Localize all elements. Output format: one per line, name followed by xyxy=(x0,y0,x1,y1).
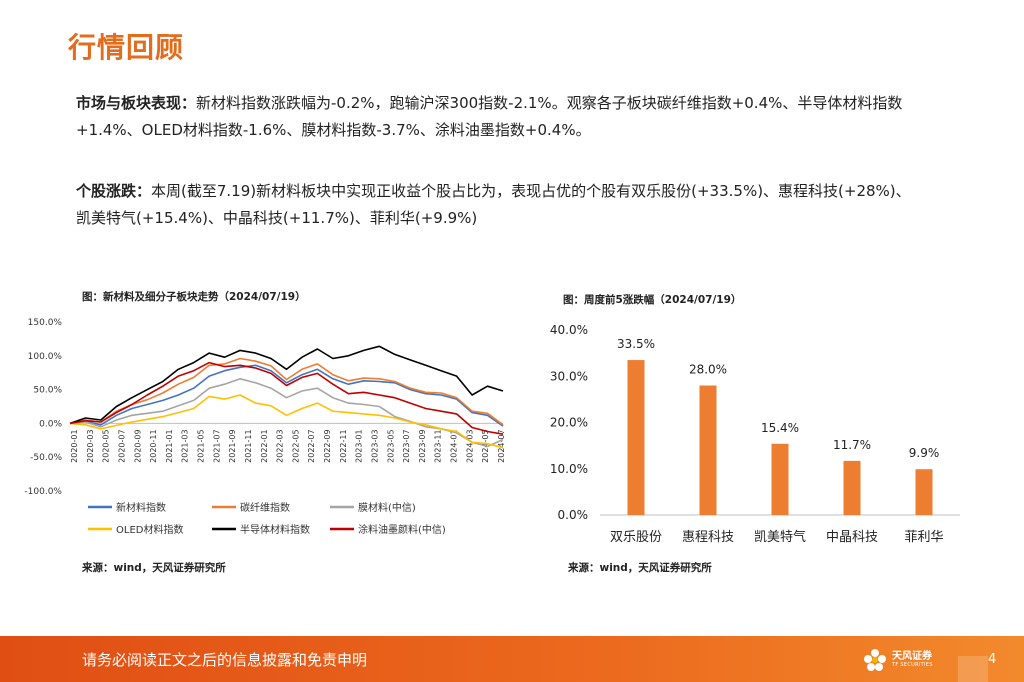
company-logo: 天风证券 TF SECURITIES xyxy=(862,645,942,675)
footer-bar: 请务必阅读正文之后的信息披露和免责申明 天风证券 TF SECURITIES 4 xyxy=(0,636,1024,682)
series-line-2 xyxy=(69,378,504,448)
x-tick-label: 2021-03 xyxy=(181,429,190,462)
x-tick-label: 2020-09 xyxy=(133,429,142,462)
right-chart-source: 来源：wind，天风证券研究所 xyxy=(568,562,712,574)
footer-decoration xyxy=(958,656,988,682)
legend-label-2: 膜材料(中信) xyxy=(358,501,416,514)
x-tick-label: 2021-05 xyxy=(197,429,206,462)
x-tick-label: 2022-07 xyxy=(307,429,316,462)
x-tick-label: 2023-11 xyxy=(434,429,443,462)
x-tick-label: 2023-03 xyxy=(370,429,379,462)
y-tick-label: 150.0% xyxy=(28,318,63,328)
stock-movement-paragraph: 个股涨跌：本周(截至7.19)新材料板块中实现正收益个股占比为，表现占优的个股有… xyxy=(76,178,966,232)
footer-disclaimer: 请务必阅读正文之后的信息披露和免责申明 xyxy=(82,651,368,669)
bar-value-label: 9.9% xyxy=(909,446,940,460)
category-label: 凯美特气 xyxy=(754,529,806,545)
x-tick-label: 2022-11 xyxy=(339,429,348,462)
series-line-0 xyxy=(69,364,504,427)
x-tick-label: 2021-07 xyxy=(212,429,221,462)
y-tick-label: 20.0% xyxy=(550,416,588,430)
x-tick-label: 2020-07 xyxy=(117,429,126,462)
logo-chinese-name: 天风证券 xyxy=(892,651,932,662)
bar-value-label: 33.5% xyxy=(617,337,655,351)
category-label: 中晶科技 xyxy=(826,530,878,545)
x-tick-label: 2023-01 xyxy=(355,429,364,462)
logo-english-name: TF SECURITIES xyxy=(892,662,933,668)
bar-2 xyxy=(771,443,789,515)
bar-3 xyxy=(843,460,861,515)
y-tick-label: 10.0% xyxy=(550,462,588,476)
legend-label-5: 涂料油墨颜料(中信) xyxy=(358,523,446,536)
y-tick-label: 0.0% xyxy=(558,508,589,522)
x-tick-label: 2021-01 xyxy=(165,429,174,462)
category-label: 菲利华 xyxy=(904,530,943,545)
y-tick-label: -50.0% xyxy=(30,453,62,463)
series-line-5 xyxy=(69,361,504,435)
x-tick-label: 2023-05 xyxy=(386,429,395,462)
line-chart: 150.0% 100.0% 50.0% 0.0% -50.0% -100.0% 2020-0… xyxy=(24,318,506,536)
flower-logo-icon xyxy=(864,649,886,671)
category-label: 惠程科技 xyxy=(682,530,734,545)
legend-label-3: OLED材料指数 xyxy=(116,523,183,536)
legend-label-4: 半导体材料指数 xyxy=(240,523,310,536)
market-performance-text-line1: 新材料指数涨跌幅为-0.2%，跑输沪深300指数-2.1%。观察各子板块碳纤维指… xyxy=(196,94,903,112)
bar-value-label: 28.0% xyxy=(689,363,727,377)
x-tick-label: 2020-05 xyxy=(102,429,111,462)
stock-movement-text-line2: 凯美特气(+15.4%)、中晶科技(+11.7%)、菲利华(+9.9%) xyxy=(76,209,478,227)
x-tick-label: 2021-11 xyxy=(244,429,253,462)
series-line-4 xyxy=(69,345,504,425)
left-chart-source: 来源：wind，天风证券研究所 xyxy=(82,562,226,574)
y-tick-label: 30.0% xyxy=(550,369,588,383)
x-tick-label: 2022-03 xyxy=(276,429,285,462)
category-label: 双乐股份 xyxy=(610,530,662,545)
y-tick-label: -100.0% xyxy=(24,487,62,497)
right-chart-title: 图：周度前5涨跌幅（2024/07/19） xyxy=(563,294,742,306)
market-performance-paragraph: 市场与板块表现：新材料指数涨跌幅为-0.2%，跑输沪深300指数-2.1%。观察… xyxy=(76,90,966,144)
bar-value-label: 15.4% xyxy=(761,421,799,435)
x-tick-label: 2020-01 xyxy=(70,429,79,462)
page-number: 4 xyxy=(988,652,997,667)
x-tick-label: 2022-05 xyxy=(291,429,300,462)
x-tick-label: 2022-01 xyxy=(260,429,269,462)
market-performance-text-line2: +1.4%、OLED材料指数-1.6%、膜材料指数-3.7%、涂料油墨指数+0.… xyxy=(76,121,591,139)
left-chart-title: 图：新材料及细分子板块走势（2024/07/19） xyxy=(82,291,306,303)
legend-label-0: 新材料指数 xyxy=(116,501,166,514)
x-tick-label: 2024-03 xyxy=(465,429,474,462)
series-line-1 xyxy=(69,357,504,426)
y-tick-label: 50.0% xyxy=(33,386,62,396)
bar-4 xyxy=(915,469,933,515)
y-tick-label: 40.0% xyxy=(550,323,588,337)
stock-movement-label: 个股涨跌： xyxy=(76,182,152,200)
market-performance-label: 市场与板块表现： xyxy=(76,94,197,112)
y-tick-label: 0.0% xyxy=(39,419,62,429)
x-tick-label: 2021-09 xyxy=(228,429,237,462)
series-line-3 xyxy=(69,394,504,449)
x-tick-label: 2024-01 xyxy=(450,429,459,462)
legend-label-1: 碳纤维指数 xyxy=(240,501,290,514)
x-tick-label: 2023-09 xyxy=(418,429,427,462)
stock-movement-text-line1: 本周(截至7.19)新材料板块中实现正收益个股占比为，表现占优的个股有双乐股份(… xyxy=(151,182,911,200)
x-tick-label: 2024-07 xyxy=(497,429,506,462)
x-tick-label: 2022-09 xyxy=(323,429,332,462)
x-tick-label: 2020-03 xyxy=(86,429,95,462)
bar-value-label: 11.7% xyxy=(833,438,871,452)
page-title: 行情回顾 xyxy=(68,31,185,64)
x-tick-label: 2023-07 xyxy=(402,429,411,462)
y-tick-label: 100.0% xyxy=(28,352,63,362)
x-tick-label: 2020-11 xyxy=(149,429,158,462)
bar-chart: 40.0% 30.0% 20.0% 10.0% 0.0% 33.5% 双乐股份 28.0% 惠程… xyxy=(550,323,960,545)
bar-1 xyxy=(699,385,717,515)
bar-0 xyxy=(627,360,645,515)
